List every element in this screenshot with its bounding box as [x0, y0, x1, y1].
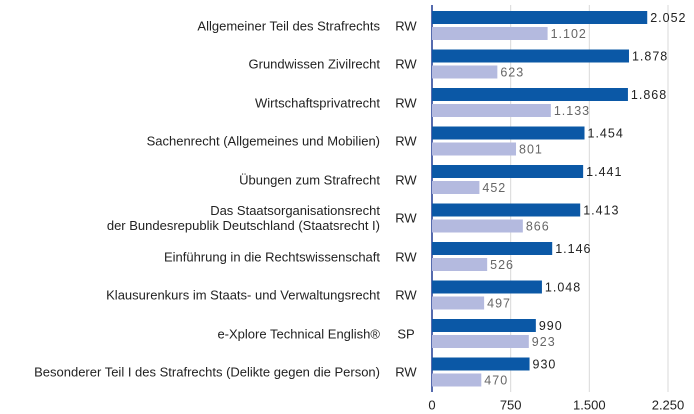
- category-code: RW: [395, 56, 417, 72]
- category-label: Wirtschaftsprivatrecht: [255, 95, 380, 110]
- category-code: RW: [395, 210, 417, 226]
- category-code: RW: [395, 18, 417, 33]
- category-label: Klausurenkurs im Staats- und Verwaltungs…: [106, 287, 380, 303]
- value-label: 623: [500, 65, 524, 79]
- value-label: 1.413: [583, 203, 619, 217]
- bar: [432, 142, 517, 156]
- bar: [432, 165, 584, 178]
- value-label: 990: [539, 319, 563, 333]
- value-label: 1.146: [555, 242, 591, 256]
- bar: [432, 373, 482, 387]
- bar: [432, 104, 551, 117]
- bar: [432, 88, 628, 101]
- category-code: RW: [395, 287, 417, 303]
- bar: [432, 65, 498, 79]
- category-label: Grundwissen Zivilrecht: [248, 56, 381, 72]
- value-label: 1.102: [551, 27, 587, 41]
- category-label: Das Staatsorganisationsrecht der Bundesr…: [106, 203, 380, 233]
- bar: [432, 11, 648, 24]
- x-tick-label: 750: [500, 397, 522, 412]
- bar: [432, 335, 529, 348]
- category-label: e-Xplore Technical English®: [217, 326, 380, 341]
- bar: [432, 219, 523, 233]
- category-code: RW: [395, 133, 417, 149]
- category-code: RW: [395, 364, 417, 380]
- category-code: RW: [395, 95, 417, 110]
- bar: [432, 296, 485, 310]
- category-label: Übungen zum Strafrecht: [239, 172, 380, 187]
- bar: [432, 203, 581, 217]
- bar: [432, 258, 488, 271]
- bar: [432, 126, 585, 140]
- value-label: 452: [482, 181, 506, 195]
- bar: [432, 49, 629, 63]
- x-tick-label: 1.500: [573, 397, 606, 412]
- value-label: 2.052: [650, 11, 686, 25]
- value-label: 526: [490, 258, 514, 272]
- value-label: 1.878: [632, 49, 668, 63]
- value-label: 1.454: [588, 126, 624, 140]
- x-tick-label: 2.250: [652, 397, 685, 412]
- bar: [432, 27, 548, 40]
- value-label: 801: [519, 142, 543, 156]
- value-label: 1.441: [586, 165, 622, 179]
- category-code: RW: [395, 249, 417, 264]
- category-code: SP: [397, 326, 415, 341]
- category-label: Allgemeiner Teil des Strafrechts: [197, 18, 380, 33]
- value-label: 1.133: [554, 104, 590, 118]
- bar: [432, 319, 536, 332]
- bar: [432, 357, 530, 371]
- value-label: 470: [484, 373, 508, 387]
- category-label: Einführung in die Rechtswissenschaft: [163, 249, 380, 264]
- bar: [432, 242, 553, 255]
- category-code: RW: [395, 172, 417, 187]
- bar: [432, 181, 480, 194]
- value-label: 497: [487, 296, 511, 310]
- value-label: 1.048: [545, 280, 581, 294]
- category-label: Besonderer Teil I des Strafrechts (Delik…: [34, 364, 380, 380]
- bar: [432, 280, 542, 294]
- value-label: 930: [533, 357, 557, 371]
- value-label: 866: [526, 219, 550, 233]
- x-tick-label: 0: [428, 397, 435, 412]
- value-label: 923: [532, 335, 556, 349]
- category-label: Sachenrecht (Allgemeines und Mobilien): [146, 133, 380, 149]
- value-label: 1.868: [631, 88, 667, 102]
